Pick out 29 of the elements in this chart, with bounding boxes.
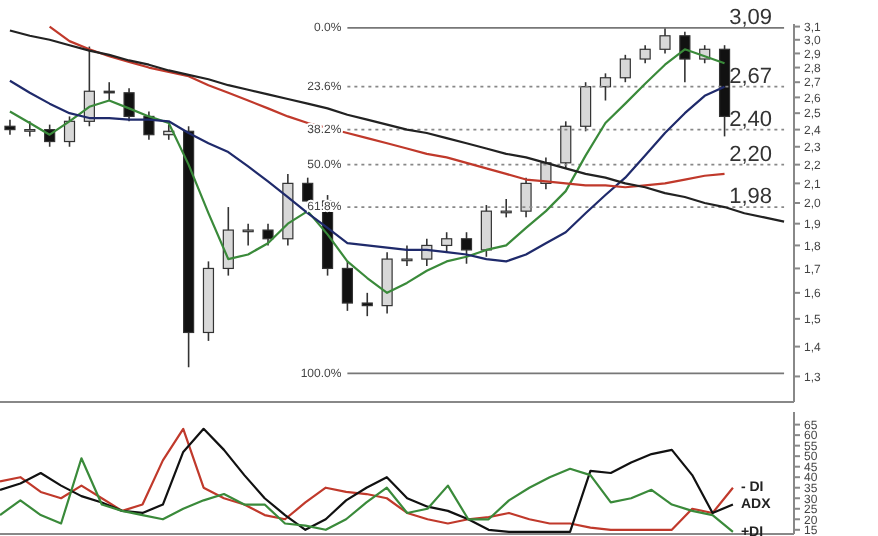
candlestick <box>63 115 76 148</box>
candlestick <box>441 231 453 253</box>
candlestick <box>262 222 274 247</box>
candlestick <box>361 292 373 317</box>
candlestick <box>619 54 631 83</box>
ref-line-label: 2,40 <box>729 107 773 132</box>
ref-line-label: 2,20 <box>729 142 773 167</box>
candlestick <box>460 231 473 265</box>
candlestick <box>222 206 234 277</box>
candlestick <box>500 198 512 219</box>
candlestick <box>242 222 254 247</box>
ref-line-label: 3,09 <box>729 5 773 30</box>
candlestick <box>520 176 532 219</box>
candlestick <box>381 251 393 315</box>
candlestick <box>639 44 651 65</box>
candlestick <box>341 260 354 312</box>
candlestick <box>679 31 691 83</box>
candlestick <box>659 27 671 55</box>
line-series <box>48 25 726 189</box>
candlestick <box>480 204 492 258</box>
line-series <box>0 457 735 533</box>
candlestick <box>599 72 612 102</box>
candlestick <box>4 118 16 136</box>
ref-line-label: 1,98 <box>729 185 773 210</box>
ref-line-label: 2,67 <box>729 64 773 89</box>
candlestick <box>580 81 592 133</box>
candlestick <box>560 120 572 170</box>
candlestick <box>401 244 413 267</box>
line-series <box>8 29 786 223</box>
